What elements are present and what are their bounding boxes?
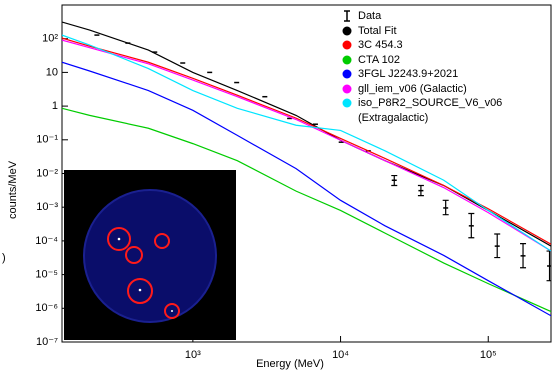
legend-marker [340,38,354,52]
legend-marker [340,9,354,23]
y-tick-label: 1 [52,100,58,112]
legend-entry: 3C 454.3 [340,38,545,53]
x-tick-label: 10⁵ [480,349,497,361]
y-axis-label: counts/MeV [7,160,19,219]
legend-entry: CTA 102 [340,53,545,68]
y-tick-label: 10⁻⁷ [36,336,58,348]
legend-marker [340,96,354,110]
inset-map [64,170,236,340]
legend-marker [340,53,354,67]
legend-marker [340,67,354,81]
legend-entry: gll_iem_v06 (Galactic) [340,82,545,97]
legend-label: iso_P8R2_SOURCE_V6_v06 (Extragalactic) [358,96,545,125]
legend-entry: Data [340,9,545,24]
legend-label: 3C 454.3 [358,38,403,53]
y-tick-label: 10⁻⁴ [35,235,58,247]
legend-entry: iso_P8R2_SOURCE_V6_v06 (Extragalactic) [340,96,545,125]
y-tick-label: 10⁻⁵ [35,269,58,281]
legend-label: 3FGL J2243.9+2021 [358,67,458,82]
page: ) Energy (MeV) counts/MeV 10⁻⁷ 10⁻⁶ 10⁻⁵ 10… [0,0,552,372]
x-tick-label: 10⁴ [332,349,349,361]
y-tick-label: 10⁻¹ [36,134,58,146]
legend-entry: 3FGL J2243.9+2021 [340,67,545,82]
legend-label: Data [358,9,381,24]
y-tick-label: 10 [46,66,58,78]
edge-fragment: ) [2,252,6,264]
x-axis-label: Energy (MeV) [256,358,324,370]
legend-label: Total Fit [358,24,397,39]
y-tick-label: 10⁻² [36,167,58,179]
legend-label: gll_iem_v06 (Galactic) [358,82,467,97]
legend-entry: Total Fit [340,24,545,39]
x-tick-label: 10³ [185,349,201,361]
y-tick-label: 10² [42,33,58,45]
legend-label: CTA 102 [358,53,400,68]
legend-marker [340,82,354,96]
y-tick-label: 10⁻⁶ [35,302,58,314]
legend-marker [340,24,354,38]
y-tick-label: 10⁻³ [36,201,58,213]
